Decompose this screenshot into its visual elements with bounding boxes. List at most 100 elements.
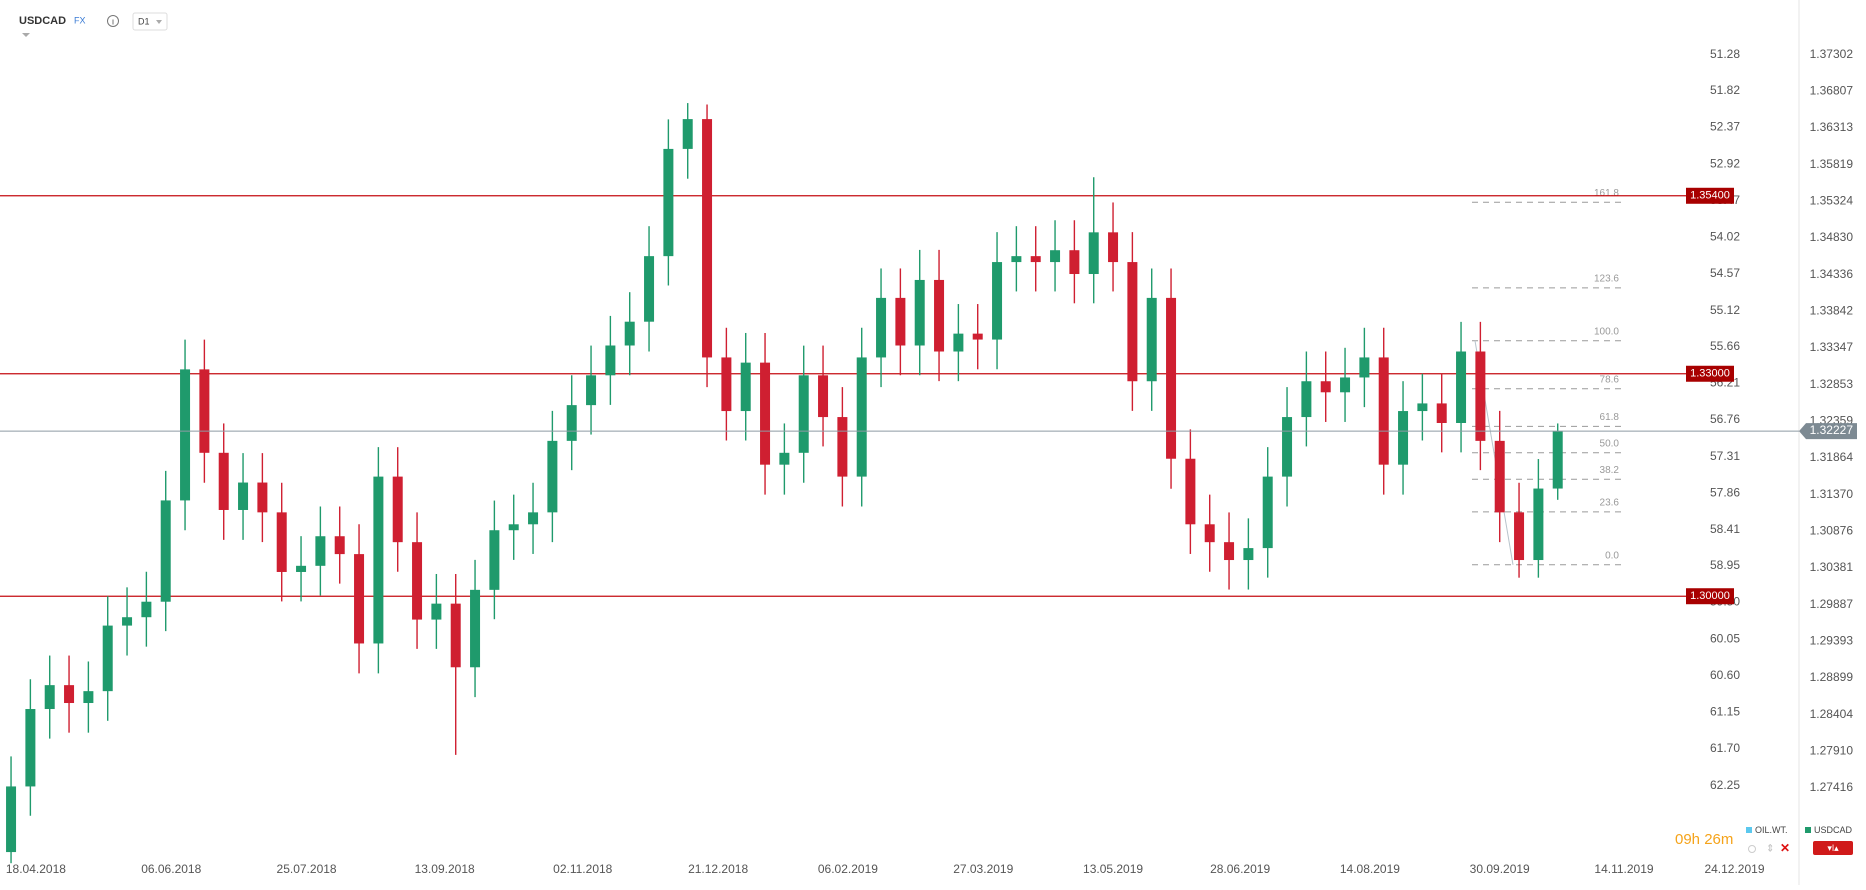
y2-tick-label: 51.28 — [1710, 47, 1740, 61]
candle-body — [1108, 232, 1119, 263]
candle-body — [644, 256, 655, 322]
y-tick-label: 1.36313 — [1810, 120, 1854, 134]
candle-body — [528, 512, 539, 525]
level-label: 1.30000 — [1690, 590, 1730, 602]
candle-body — [605, 345, 616, 376]
last-price-label: 1.32227 — [1810, 423, 1854, 437]
candle-body — [392, 476, 403, 543]
candle-body — [1320, 381, 1331, 393]
y2-tick-label: 58.95 — [1710, 558, 1740, 572]
y-tick-label: 1.32853 — [1810, 377, 1854, 391]
x-tick-label: 14.11.2019 — [1594, 862, 1653, 876]
y2-tick-label: 56.76 — [1710, 412, 1740, 426]
candle-body — [818, 375, 829, 418]
candle-body — [1127, 262, 1138, 382]
y2-tick-label: 54.02 — [1710, 230, 1740, 244]
candle-body — [102, 625, 113, 692]
y2-tick-label: 58.41 — [1710, 522, 1740, 536]
info-icon[interactable] — [107, 15, 119, 27]
series-button-icon: ▾ǀ▴ — [1827, 843, 1839, 853]
level-label: 1.35400 — [1690, 190, 1730, 202]
candle-body — [1436, 403, 1447, 423]
candle-body — [682, 119, 693, 149]
candle-body — [1340, 377, 1351, 393]
timeframe: D1 — [138, 16, 150, 26]
fib-label: 78.6 — [1600, 374, 1620, 385]
candle-body — [1088, 232, 1099, 275]
last-price-tag — [1799, 423, 1857, 440]
candle-body — [412, 542, 423, 620]
y2-tick-label: 61.70 — [1710, 741, 1740, 755]
candle-body — [1069, 250, 1080, 275]
y-tick-label: 1.27416 — [1810, 780, 1854, 794]
candle-body — [1185, 458, 1196, 525]
y-tick-label: 1.35819 — [1810, 157, 1854, 171]
fib-label: 23.6 — [1600, 498, 1620, 509]
symbol[interactable]: USDCAD — [19, 15, 66, 27]
y-tick-label: 1.34830 — [1810, 230, 1854, 244]
candle-body — [856, 357, 867, 477]
close-icon[interactable]: ✕ — [1780, 841, 1790, 855]
y-tick-label: 1.27910 — [1810, 743, 1854, 757]
fib-label: 0.0 — [1605, 550, 1619, 561]
candle-body — [431, 603, 442, 620]
candle-body — [25, 709, 36, 787]
candle-body — [354, 554, 365, 644]
move-icon[interactable]: ⇕ — [1766, 844, 1774, 855]
candle-body — [508, 524, 519, 531]
market: FX — [74, 15, 86, 25]
y2-tick-label: 52.92 — [1710, 156, 1740, 170]
candle-body — [257, 482, 268, 513]
candle-body — [1146, 297, 1157, 382]
candle-body — [1456, 351, 1467, 423]
y-tick-label: 1.33347 — [1810, 340, 1854, 354]
candle-body — [1494, 440, 1505, 513]
candle-body — [218, 452, 229, 510]
candle-body — [1359, 357, 1370, 378]
candle-body — [1282, 417, 1293, 477]
legend-swatch — [1805, 827, 1811, 833]
y-tick-label: 1.28899 — [1810, 670, 1854, 684]
y2-tick-label: 61.15 — [1710, 705, 1740, 719]
eye-icon[interactable] — [1748, 845, 1756, 853]
fib-label: 38.2 — [1600, 465, 1620, 476]
y-tick-label: 1.35324 — [1810, 194, 1854, 208]
candle-body — [199, 369, 210, 453]
candle-body — [1030, 256, 1041, 263]
symbol-caret[interactable] — [22, 33, 30, 37]
candle-body — [1224, 542, 1235, 561]
x-tick-label: 27.03.2019 — [953, 862, 1013, 876]
candle-body — [1398, 411, 1409, 465]
candle-body — [721, 357, 732, 412]
candle-body — [992, 262, 1003, 340]
x-tick-label: 25.07.2018 — [277, 862, 337, 876]
candle-body — [702, 119, 713, 358]
timeframe-dropdown[interactable] — [132, 12, 168, 31]
level-tag — [1686, 187, 1734, 204]
candle-body — [1475, 351, 1486, 441]
candle-body — [276, 512, 287, 572]
candle-body — [566, 405, 577, 441]
candle-body — [334, 536, 345, 555]
candle-body — [837, 417, 848, 477]
fib-label: 161.8 — [1594, 188, 1619, 199]
x-tick-label: 30.09.2019 — [1470, 862, 1530, 876]
legend-label: OIL.WT. — [1755, 825, 1788, 835]
candle-body — [1301, 381, 1312, 418]
y2-tick-label: 57.31 — [1710, 449, 1740, 463]
series-button[interactable] — [1813, 841, 1853, 855]
level-tag — [1686, 365, 1734, 382]
candle-body — [895, 297, 906, 346]
fib-label: 50.0 — [1600, 438, 1620, 449]
legend-label: USDCAD — [1814, 825, 1853, 835]
candle-body — [1166, 297, 1177, 459]
x-tick-label: 13.05.2019 — [1083, 862, 1143, 876]
y2-tick-label: 60.60 — [1710, 668, 1740, 682]
x-tick-label: 21.12.2018 — [688, 862, 748, 876]
x-tick-label: 13.09.2018 — [415, 862, 475, 876]
x-tick-label: 28.06.2019 — [1210, 862, 1270, 876]
fib-label: 61.8 — [1600, 412, 1620, 423]
